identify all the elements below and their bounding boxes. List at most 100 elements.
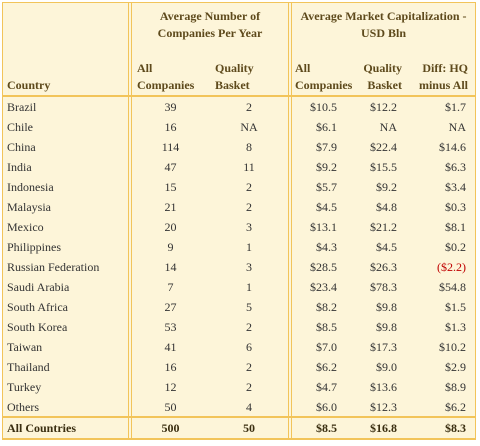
cell: $10.5 [310, 100, 337, 114]
cell: 2 [246, 100, 252, 114]
divider [131, 2, 132, 440]
column-header: Country [7, 78, 51, 92]
cell: $9.0 [376, 360, 397, 374]
row-label: India [7, 160, 32, 174]
divider [128, 2, 129, 440]
row-label: China [7, 140, 36, 154]
cell: $12.2 [370, 100, 397, 114]
cell: $22.4 [370, 140, 397, 154]
row-label: South Korea [7, 320, 68, 334]
cell: $3.4 [445, 180, 466, 194]
cell: 11 [243, 160, 255, 174]
cell: $6.3 [445, 160, 466, 174]
cell: $9.8 [376, 320, 397, 334]
group-header: Average Number of Companies Per Year [157, 9, 263, 40]
cell: $54.8 [439, 280, 466, 294]
row-label: Philippines [7, 240, 62, 254]
cell: $0.3 [445, 200, 466, 214]
divider [288, 2, 289, 440]
cell: $17.3 [370, 340, 397, 354]
cell: 2 [246, 360, 252, 374]
header-rule [2, 95, 476, 97]
cell: ($2.2) [437, 260, 466, 274]
cell: $1.3 [445, 320, 466, 334]
cell: $21.2 [370, 220, 397, 234]
cell: $8.9 [445, 380, 466, 394]
cell: 12 [164, 380, 177, 394]
cell: $6.1 [316, 120, 337, 134]
divider [291, 2, 292, 440]
row-label: Saudi Arabia [7, 280, 70, 294]
cell: 14 [164, 260, 177, 274]
cell: $9.8 [376, 300, 397, 314]
cell: 2 [246, 180, 252, 194]
cell: $7.0 [316, 340, 337, 354]
row-label: Indonesia [7, 180, 54, 194]
cell: 2 [246, 320, 252, 334]
cell: 1 [246, 240, 252, 254]
cell: $1.7 [445, 100, 466, 114]
total-cell: $8.5 [316, 421, 337, 435]
row-label: Thailand [7, 360, 50, 374]
row-label: Malaysia [7, 200, 51, 214]
cell: $12.3 [370, 400, 397, 414]
cell: 41 [164, 340, 177, 354]
cell: 8 [246, 140, 252, 154]
cell: 21 [164, 200, 177, 214]
group-header: Average Market Capitalization - USD Bln [300, 9, 467, 40]
cell: $1.5 [445, 300, 466, 314]
column-header: Quality Basket [363, 61, 402, 92]
total-cell: 500 [161, 421, 180, 435]
cell: $26.3 [370, 260, 397, 274]
cell: 3 [246, 220, 252, 234]
cell: $2.9 [445, 360, 466, 374]
cell: $4.5 [316, 200, 337, 214]
cell: 20 [164, 220, 177, 234]
cell: 16 [164, 360, 177, 374]
total-rule [2, 416, 476, 418]
cell: NA [240, 120, 258, 134]
table-background [2, 2, 476, 440]
cell: 50 [164, 400, 177, 414]
total-rule [2, 438, 476, 440]
row-label: Mexico [7, 220, 44, 234]
cell: $13.6 [370, 380, 397, 394]
cell: 27 [164, 300, 177, 314]
cell: 6 [246, 340, 252, 354]
cell: 1 [246, 280, 252, 294]
cell: $7.9 [316, 140, 337, 154]
total-cell: $16.8 [370, 421, 397, 435]
cell: $0.2 [445, 240, 466, 254]
cell: NA [448, 120, 466, 134]
cell: NA [379, 120, 397, 134]
cell: $14.6 [439, 140, 466, 154]
cell: $8.2 [316, 300, 337, 314]
cell: 15 [164, 180, 177, 194]
total-label: All Countries [7, 421, 76, 435]
cell: 4 [246, 400, 252, 414]
column-header: All Companies [295, 61, 353, 92]
column-header: All Companies [137, 61, 195, 92]
cell: $13.1 [310, 220, 337, 234]
cell: 47 [164, 160, 177, 174]
cell: $8.1 [445, 220, 466, 234]
cell: 114 [161, 140, 180, 154]
cell: $15.5 [370, 160, 397, 174]
cell: $9.2 [376, 180, 397, 194]
total-cell: 50 [243, 421, 255, 435]
cell: 2 [246, 380, 252, 394]
cell: 5 [246, 300, 252, 314]
cell: $5.7 [316, 180, 337, 194]
column-header: Diff: HQ minus All [418, 61, 468, 92]
row-label: Brazil [7, 100, 37, 114]
cell: $6.2 [316, 360, 337, 374]
cell: $4.8 [376, 200, 397, 214]
cell: $10.2 [439, 340, 466, 354]
cell: $4.7 [316, 380, 337, 394]
cell: $8.5 [316, 320, 337, 334]
cell: 2 [246, 200, 252, 214]
cell: 53 [164, 320, 177, 334]
cell: $28.5 [310, 260, 337, 274]
cell: 9 [167, 240, 174, 254]
